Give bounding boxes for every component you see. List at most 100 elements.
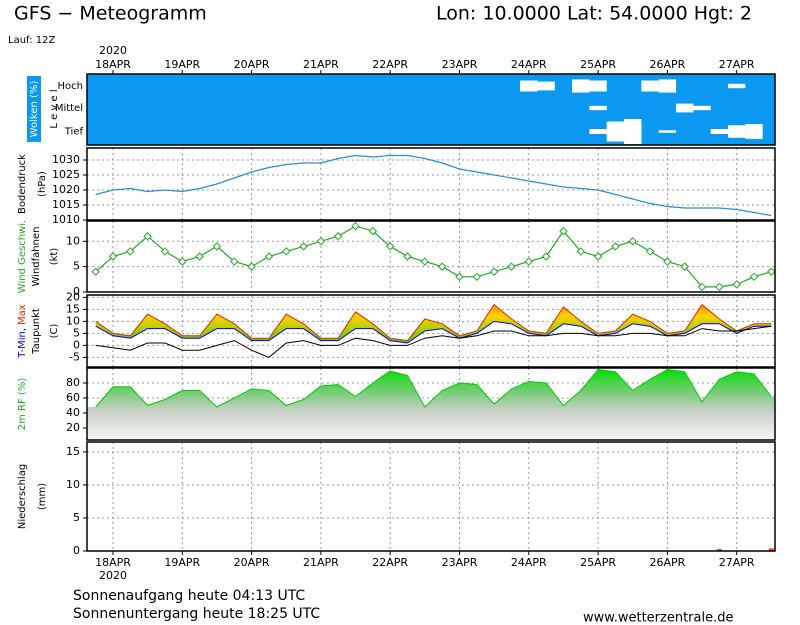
marker (593, 252, 603, 261)
marker (507, 262, 516, 271)
marker (230, 257, 239, 266)
x-tick-label-top: 24APR (511, 58, 547, 71)
marker (645, 247, 655, 256)
marker (611, 242, 620, 251)
marker (559, 226, 568, 236)
x-tick-label-top: 22APR (372, 58, 408, 71)
marker (628, 237, 637, 246)
marker (316, 237, 326, 246)
marker (299, 242, 308, 251)
level-label: Mittel (55, 103, 83, 114)
y-tick-label: 0 (73, 285, 80, 298)
line (95, 303, 772, 342)
y-tick-label: -5 (69, 350, 80, 363)
sunset: Sonnenuntergang heute 18:25 UTC (73, 606, 320, 622)
marker (247, 262, 256, 271)
y-label: 2m RF (%) (17, 378, 28, 431)
y-tick-label: 5 (73, 511, 80, 524)
y-label: Windfahnen (31, 227, 42, 287)
year-top: 2020 (99, 44, 127, 57)
x-tick-label-top: 18APR (95, 58, 131, 71)
marker (697, 282, 707, 292)
line (95, 225, 772, 288)
marker (351, 221, 360, 231)
line (95, 325, 772, 358)
y-label: Taupunkt (31, 308, 42, 355)
line (95, 154, 772, 217)
cloud-cell (572, 79, 590, 93)
y-tick-label: 0 (73, 544, 80, 557)
bar (768, 548, 774, 551)
panel-frame (86, 294, 776, 368)
marker (420, 257, 430, 266)
title: GFS − Meteogramm (14, 3, 207, 25)
x-tick-label-top: 21APR (303, 58, 339, 71)
y-tick-label: 40 (66, 406, 80, 419)
y-tick-label: 15 (66, 445, 80, 458)
y-tick-label: 80 (66, 376, 80, 389)
marker (576, 247, 585, 256)
y-tick-label: 5 (73, 326, 80, 339)
marker (264, 252, 274, 261)
y-tick-label: 1025 (52, 168, 80, 181)
x-tick-label-bottom: 24APR (511, 556, 547, 569)
marker (334, 232, 343, 241)
run: Lauf: 12Z (8, 35, 55, 46)
x-tick-label-bottom: 27APR (719, 556, 755, 569)
y-tick-label: 20 (66, 290, 80, 303)
marker (108, 252, 118, 261)
marker (541, 252, 551, 261)
y-label: T-Min, Max (17, 304, 28, 358)
marker (195, 252, 204, 261)
y-tick-label: 20 (66, 421, 80, 434)
y-tick-label: 1010 (52, 213, 80, 226)
panel-frame (86, 367, 776, 441)
cloud-cell (589, 105, 607, 111)
x-tick-label-top: 19APR (164, 58, 200, 71)
y-unit: (C) (49, 324, 60, 339)
y-tick-label: 5 (73, 260, 80, 273)
y-label: Niederschlag (17, 464, 28, 529)
cloud-cell (658, 79, 677, 93)
area (87, 369, 775, 440)
x-tick-label-bottom: 22APR (372, 556, 408, 569)
ylabel-box (27, 76, 41, 142)
location: Lon: 10.0000 Lat: 54.0000 Hgt: 2 (436, 3, 752, 25)
cloud-cell (589, 129, 607, 134)
marker (126, 247, 135, 256)
cloud-cell (624, 119, 642, 144)
y-tick-label: 1030 (52, 153, 80, 166)
marker (91, 267, 100, 276)
y-unit: (kt) (49, 248, 60, 266)
marker (749, 272, 759, 281)
cloud-cell (606, 121, 625, 142)
sunrise: Sonnenaufgang heute 04:13 UTC (73, 588, 305, 604)
line (95, 320, 772, 344)
marker (489, 267, 499, 276)
marker (680, 262, 689, 271)
y-tick-label: 10 (66, 478, 80, 491)
y-label-part: Max (17, 304, 28, 325)
cloud-cell (658, 130, 677, 133)
marker (403, 252, 412, 261)
y-tick-label: 60 (66, 391, 80, 404)
panel-frame (86, 73, 776, 146)
marker (437, 262, 447, 271)
marker (715, 282, 724, 292)
marker (178, 257, 187, 266)
y-unit: (hPa) (37, 171, 48, 197)
cloud-cell (693, 105, 711, 111)
cloud-cell (589, 80, 607, 92)
marker (767, 267, 776, 276)
cloud-cell (727, 83, 746, 89)
marker (732, 280, 741, 289)
cloud-cell (676, 103, 694, 113)
marker (524, 257, 533, 266)
cloud-cell (520, 80, 538, 92)
bar (716, 549, 722, 551)
source: www.wetterzentrale.de (583, 611, 733, 625)
panel-frame (86, 220, 776, 293)
marker (143, 232, 152, 241)
x-tick-label-top: 23APR (442, 58, 478, 71)
